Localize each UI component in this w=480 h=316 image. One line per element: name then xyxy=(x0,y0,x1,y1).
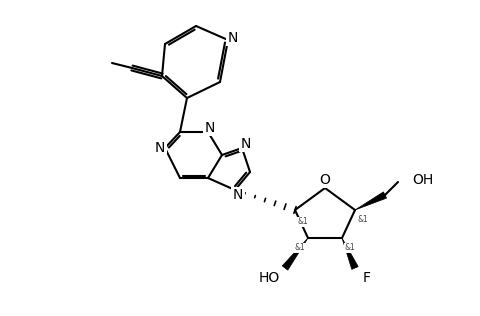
Polygon shape xyxy=(282,238,308,270)
Text: HO: HO xyxy=(259,271,280,285)
Text: N: N xyxy=(205,121,215,135)
Polygon shape xyxy=(355,192,386,210)
Text: N: N xyxy=(228,31,238,45)
Text: N: N xyxy=(241,137,251,151)
Text: &1: &1 xyxy=(295,244,305,252)
Text: &1: &1 xyxy=(298,217,308,227)
Text: F: F xyxy=(363,271,371,285)
Text: &1: &1 xyxy=(358,216,368,224)
Text: N: N xyxy=(233,188,243,202)
Text: OH: OH xyxy=(412,173,433,187)
Text: &1: &1 xyxy=(345,244,355,252)
Text: N: N xyxy=(155,141,165,155)
Polygon shape xyxy=(342,238,358,270)
Text: O: O xyxy=(320,173,330,187)
